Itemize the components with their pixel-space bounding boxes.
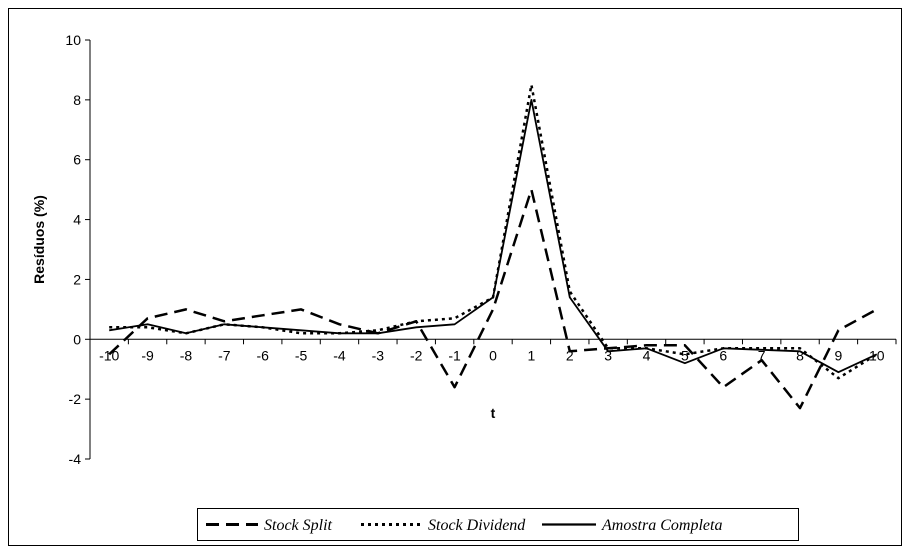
y-axis: -4 -2 0 2 4 6 8 10: [65, 32, 91, 467]
y-axis-title: Resíduos (%): [31, 195, 47, 284]
x-tick-label: -7: [218, 347, 231, 363]
series-layer: [108, 83, 878, 410]
x-tick-label: 8: [796, 347, 804, 363]
legend-label: Amostra Completa: [601, 517, 722, 534]
y-tick-label: 2: [73, 271, 81, 287]
y-tick-label: 10: [65, 32, 81, 48]
x-tick-label: 4: [643, 347, 651, 363]
x-tick-label: 5: [681, 347, 689, 363]
x-tick-label: -3: [372, 347, 385, 363]
x-tick-label: 2: [566, 347, 574, 363]
y-tick-label: -4: [69, 451, 82, 467]
x-tick-label: 7: [758, 347, 766, 363]
y-tick-label: 8: [73, 92, 81, 108]
legend-items: Stock Split Stock Dividend Amostra Complet…: [206, 517, 722, 534]
chart-frame: [8, 8, 902, 546]
y-tick-label: 4: [73, 212, 81, 228]
x-tick-label: -8: [180, 347, 193, 363]
x-tick-label: 10: [869, 347, 885, 363]
legend-label: Stock Split: [264, 517, 333, 534]
series-line-stock-split: [108, 188, 878, 410]
x-tick-label: 1: [527, 347, 535, 363]
series-line-stock-dividend: [109, 83, 878, 380]
x-tick-label: -10: [99, 347, 119, 363]
x-axis: -10 -9 -8 -7 -6 -5 -4 -3 -2 -1 0 1 2 3 4 5 6 7 8 9 10: [89, 338, 897, 363]
y-tick-label: 0: [73, 331, 81, 347]
series-line-amostra-completa: [109, 99, 878, 374]
y-tick-label: 6: [73, 152, 81, 168]
x-tick-label: 6: [719, 347, 727, 363]
legend-label: Stock Dividend: [428, 517, 526, 534]
x-tick-label: -1: [448, 347, 461, 363]
x-tick-label: -5: [295, 347, 308, 363]
x-tick-label: 3: [604, 347, 612, 363]
x-tick-label: -4: [333, 347, 346, 363]
x-tick-label: 9: [835, 347, 843, 363]
y-tick-label: -2: [69, 391, 82, 407]
x-tick-label: 0: [489, 347, 497, 363]
x-axis-title: t: [491, 405, 496, 421]
legend: Stock Split Stock Dividend Amostra Complet…: [197, 508, 799, 541]
x-tick-label: -6: [256, 347, 269, 363]
x-tick-label: -2: [410, 347, 423, 363]
x-tick-label: -9: [141, 347, 154, 363]
